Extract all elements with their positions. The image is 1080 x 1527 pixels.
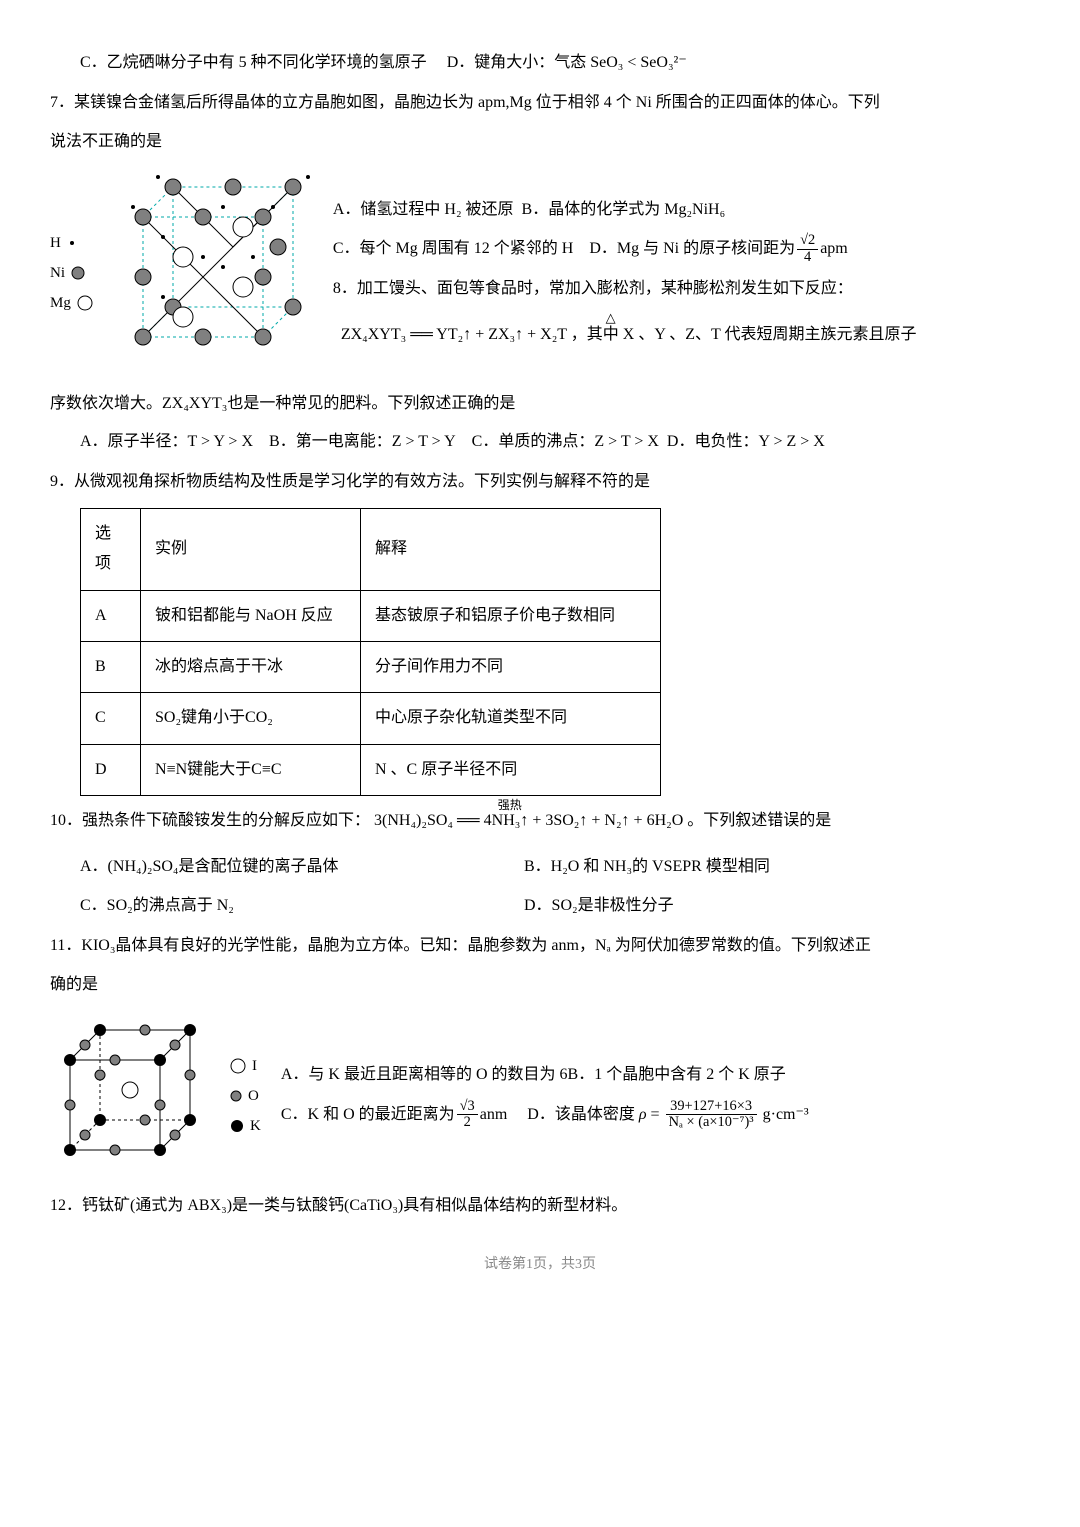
q7-c: C．每个 Mg 周围有 12 个紧邻的 H [333,240,573,257]
q7-d-pre: D．Mg 与 Ni 的原子核间距为 [589,240,795,257]
q10-post: 。下列叙述错误的是 [687,812,831,829]
table-row: DN≡N键能大于C≡CN 、C 原子半径不同 [81,744,661,795]
q11-stem2: 确的是 [50,976,98,993]
q9: 9．从微观视角探析物质结构及性质是学习化学的有效方法。下列实例与解释不符的是 选… [50,467,1030,796]
q7-a: A．储氢过程中 H₂ 被还原 [333,201,514,218]
legend-mg: Mg [50,288,71,318]
q9-stem: 9．从微观视角探析物质结构及性质是学习化学的有效方法。下列实例与解释不符的是 [50,473,650,490]
q10-eq: 3(NH₄)₂SO₄ ══ 4NH₃↑ + 3SO₂↑ + N₂↑ + 6H₂O [374,812,683,829]
q8-d: D．电负性：Y > Z > X [667,433,825,450]
q11-crystal-diagram [50,1010,210,1181]
table-row: CSO₂键角小于CO₂中心原子杂化轨道类型不同 [81,693,661,744]
q7-d-post: apm [820,240,848,257]
q8-stem2: 序数依次增大。ZX₄XYT₃也是一种常见的肥料。下列叙述正确的是 [50,395,515,412]
q8-c: C．单质的沸点：Z > T > X [472,433,659,450]
q11-c-post: anm [480,1106,508,1123]
q11-d-pre: D．该晶体密度 [527,1106,635,1123]
table-row: A铍和铝都能与 NaOH 反应基态铍原子和铝原子价电子数相同 [81,590,661,641]
th-opt: 选项 [81,508,141,590]
legend-ni: Ni [50,258,65,288]
q9-table: 选项 实例 解释 A铍和铝都能与 NaOH 反应基态铍原子和铝原子价电子数相同 … [80,508,661,796]
q11-a: A．与 K 最近且距离相等的 O 的数目为 6 [281,1066,568,1083]
q7-crystal-diagram [113,167,313,378]
th-ex: 实例 [141,508,361,590]
q6-options: C．乙烷硒啉分子中有 5 种不同化学环境的氢原子 D．键角大小：气态 SeO₃ … [80,48,1030,78]
q8-stem1: 8．加工馒头、面包等食品时，常加入膨松剂，某种膨松剂发生如下反应： [333,280,853,297]
legend-h: H [50,228,61,258]
q8-eq: ZX₄XYT₃ ══ YT₂↑ + ZX₃↑ + X₂T ，其中 X 、Y 、Z… [341,326,917,343]
q10-d: D．SO₂是非极性分子 [524,897,674,914]
q11: 11．KIO₃晶体具有良好的光学性能，晶胞为立方体。已知：晶胞参数为 anm，N… [50,931,1030,1181]
q10-c: C．SO₂的沸点高于 N₂ [80,891,520,921]
q8-b: B．第一电离能：Z > T > Y [269,433,456,450]
q7-legend: H Ni Mg [50,228,93,318]
table-row: B冰的熔点高于干冰分子间作用力不同 [81,641,661,692]
q11-c-pre: C．K 和 O 的最近距离为 [281,1106,455,1123]
q8-a: A．原子半径：T > Y > X [80,433,253,450]
q11-legend: I O K [230,1051,261,1141]
opt-d: D．键角大小：气态 SeO₃ < SeO₃²⁻ [447,54,687,71]
q10-a: A．(NH₄)₂SO₄是含配位键的离子晶体 [80,852,520,882]
q7-b: B．晶体的化学式为 Mg₂NiH₆ [522,201,726,218]
q10-pre: 10．强热条件下硫酸铵发生的分解反应如下： [50,812,370,829]
q12: 12．钙钛矿(通式为 ABX₃)是一类与钛酸钙(CaTiO₃)具有相似晶体结构的… [50,1191,1030,1221]
q10-b: B．H₂O 和 NH₃的 VSEPR 模型相同 [524,858,770,875]
q11-d-unit: g·cm⁻³ [763,1106,809,1123]
th-exp: 解释 [361,508,661,590]
q7: 7．某镁镍合金储氢后所得晶体的立方晶胞如图，晶胞边长为 apm,Mg 位于相邻 … [50,88,1030,457]
opt-c: C．乙烷硒啉分子中有 5 种不同化学环境的氢原子 [80,54,427,71]
q11-stem1: 11．KIO₃晶体具有良好的光学性能，晶胞为立方体。已知：晶胞参数为 anm，N… [50,937,871,954]
q10: 10．强热条件下硫酸铵发生的分解反应如下： 强热3(NH₄)₂SO₄ ══ 4N… [50,806,1030,921]
q7-stem1: 7．某镁镍合金储氢后所得晶体的立方晶胞如图，晶胞边长为 apm,Mg 位于相邻 … [50,94,880,111]
page-footer: 试卷第1页，共3页 [50,1252,1030,1279]
q11-b: B．1 个晶胞中含有 2 个 K 原子 [568,1066,786,1083]
q12-stem: 12．钙钛矿(通式为 ABX₃)是一类与钛酸钙(CaTiO₃)具有相似晶体结构的… [50,1197,627,1214]
q7-stem2: 说法不正确的是 [50,133,162,150]
